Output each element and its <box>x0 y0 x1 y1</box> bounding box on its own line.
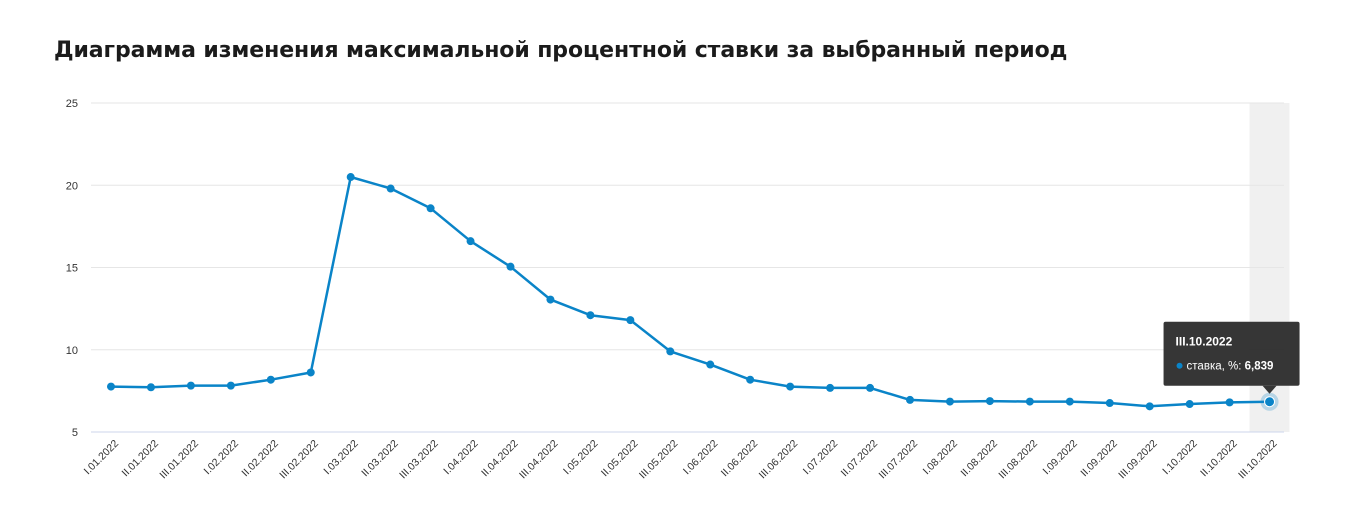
x-tick-label: II.04.2022 <box>479 438 521 480</box>
tooltip-series-marker <box>1176 362 1183 369</box>
data-point[interactable] <box>586 311 595 320</box>
x-tick-label: I.01.2022 <box>82 438 122 478</box>
data-point[interactable] <box>1025 397 1034 406</box>
x-tick-label: I.04.2022 <box>441 438 481 478</box>
data-point[interactable] <box>626 316 635 325</box>
tooltip: III.10.2022 ставка, %: 6,839 <box>1163 321 1300 394</box>
x-tick-label: II.01.2022 <box>120 438 162 480</box>
data-point[interactable] <box>1105 399 1114 408</box>
data-point[interactable] <box>945 397 954 406</box>
data-point[interactable] <box>186 381 195 390</box>
x-tick-label: II.02.2022 <box>239 438 281 480</box>
data-point[interactable] <box>466 237 475 246</box>
data-point[interactable] <box>506 262 515 271</box>
x-tick-label: I.10.2022 <box>1160 438 1200 478</box>
x-tick-label: III.03.2022 <box>397 438 441 482</box>
data-point[interactable] <box>1145 402 1154 411</box>
x-tick-label: III.04.2022 <box>517 438 561 482</box>
x-tick-label: II.10.2022 <box>1198 438 1240 480</box>
grid-layer <box>91 102 1284 433</box>
series-line <box>110 175 1270 408</box>
x-tick-label: I.07.2022 <box>801 438 841 478</box>
data-point[interactable] <box>306 368 315 377</box>
x-tick-label: III.10.2022 <box>1236 438 1280 482</box>
tooltip-series-value: ставка, %: 6,839 <box>1187 361 1274 373</box>
data-point[interactable] <box>706 360 715 369</box>
data-point[interactable] <box>546 295 555 304</box>
data-point[interactable] <box>866 383 875 392</box>
y-tick-label: 20 <box>66 180 78 192</box>
data-point[interactable] <box>1065 397 1074 406</box>
x-tick-label: I.05.2022 <box>561 438 601 478</box>
x-tick-label: III.08.2022 <box>996 438 1040 482</box>
series-layer <box>110 175 1270 408</box>
data-point[interactable] <box>386 184 395 193</box>
x-tick-label: I.06.2022 <box>681 438 721 478</box>
y-tick-label: 10 <box>66 345 78 357</box>
x-tick-label: III.07.2022 <box>877 438 921 482</box>
page-title: Диаграмма изменения максимальной процент… <box>54 38 1068 63</box>
data-point[interactable] <box>906 395 914 404</box>
data-point[interactable] <box>746 375 755 384</box>
tooltip-box <box>1163 321 1300 386</box>
x-tick-label: II.05.2022 <box>599 438 641 480</box>
data-point[interactable] <box>1185 400 1194 409</box>
x-tick-label: II.07.2022 <box>839 438 881 480</box>
tooltip-arrow <box>1262 385 1277 394</box>
tooltip-title: III.10.2022 <box>1176 335 1233 349</box>
data-point[interactable] <box>426 204 435 213</box>
x-tick-label: II.08.2022 <box>959 438 1001 480</box>
x-tick-label: II.03.2022 <box>359 438 401 480</box>
x-tick-label: II.06.2022 <box>719 438 761 480</box>
y-tick-label: 25 <box>66 98 78 110</box>
tooltip-series-label: ставка, %: <box>1187 361 1245 373</box>
y-tick-label: 5 <box>72 427 78 439</box>
x-tick-label: III.09.2022 <box>1116 438 1160 482</box>
x-tick-label: I.09.2022 <box>1040 438 1080 478</box>
x-tick-label: III.02.2022 <box>277 438 321 482</box>
x-tick-label: I.02.2022 <box>202 438 242 478</box>
data-point[interactable] <box>146 383 155 392</box>
points-layer <box>107 173 1279 411</box>
data-point[interactable] <box>226 381 235 390</box>
tooltip-value: 6,839 <box>1245 361 1274 373</box>
x-tick-label: I.03.2022 <box>321 438 361 478</box>
data-point[interactable] <box>666 347 675 356</box>
x-tick-label: III.05.2022 <box>637 438 681 482</box>
x-tick-label: I.08.2022 <box>921 438 961 478</box>
y-axis: 5 10 15 20 25 <box>66 98 78 439</box>
x-tick-label: II.09.2022 <box>1078 438 1120 480</box>
data-point[interactable] <box>826 383 835 392</box>
data-point[interactable] <box>1225 398 1234 407</box>
y-tick-label: 15 <box>66 263 78 275</box>
data-point[interactable] <box>346 173 355 182</box>
data-point[interactable] <box>985 397 994 406</box>
data-point[interactable] <box>107 382 115 391</box>
data-point[interactable] <box>786 382 795 391</box>
x-tick-label: III.01.2022 <box>157 438 201 482</box>
data-point[interactable] <box>266 375 275 384</box>
x-tick-label: III.06.2022 <box>757 438 801 482</box>
data-point-active[interactable] <box>1264 396 1276 408</box>
